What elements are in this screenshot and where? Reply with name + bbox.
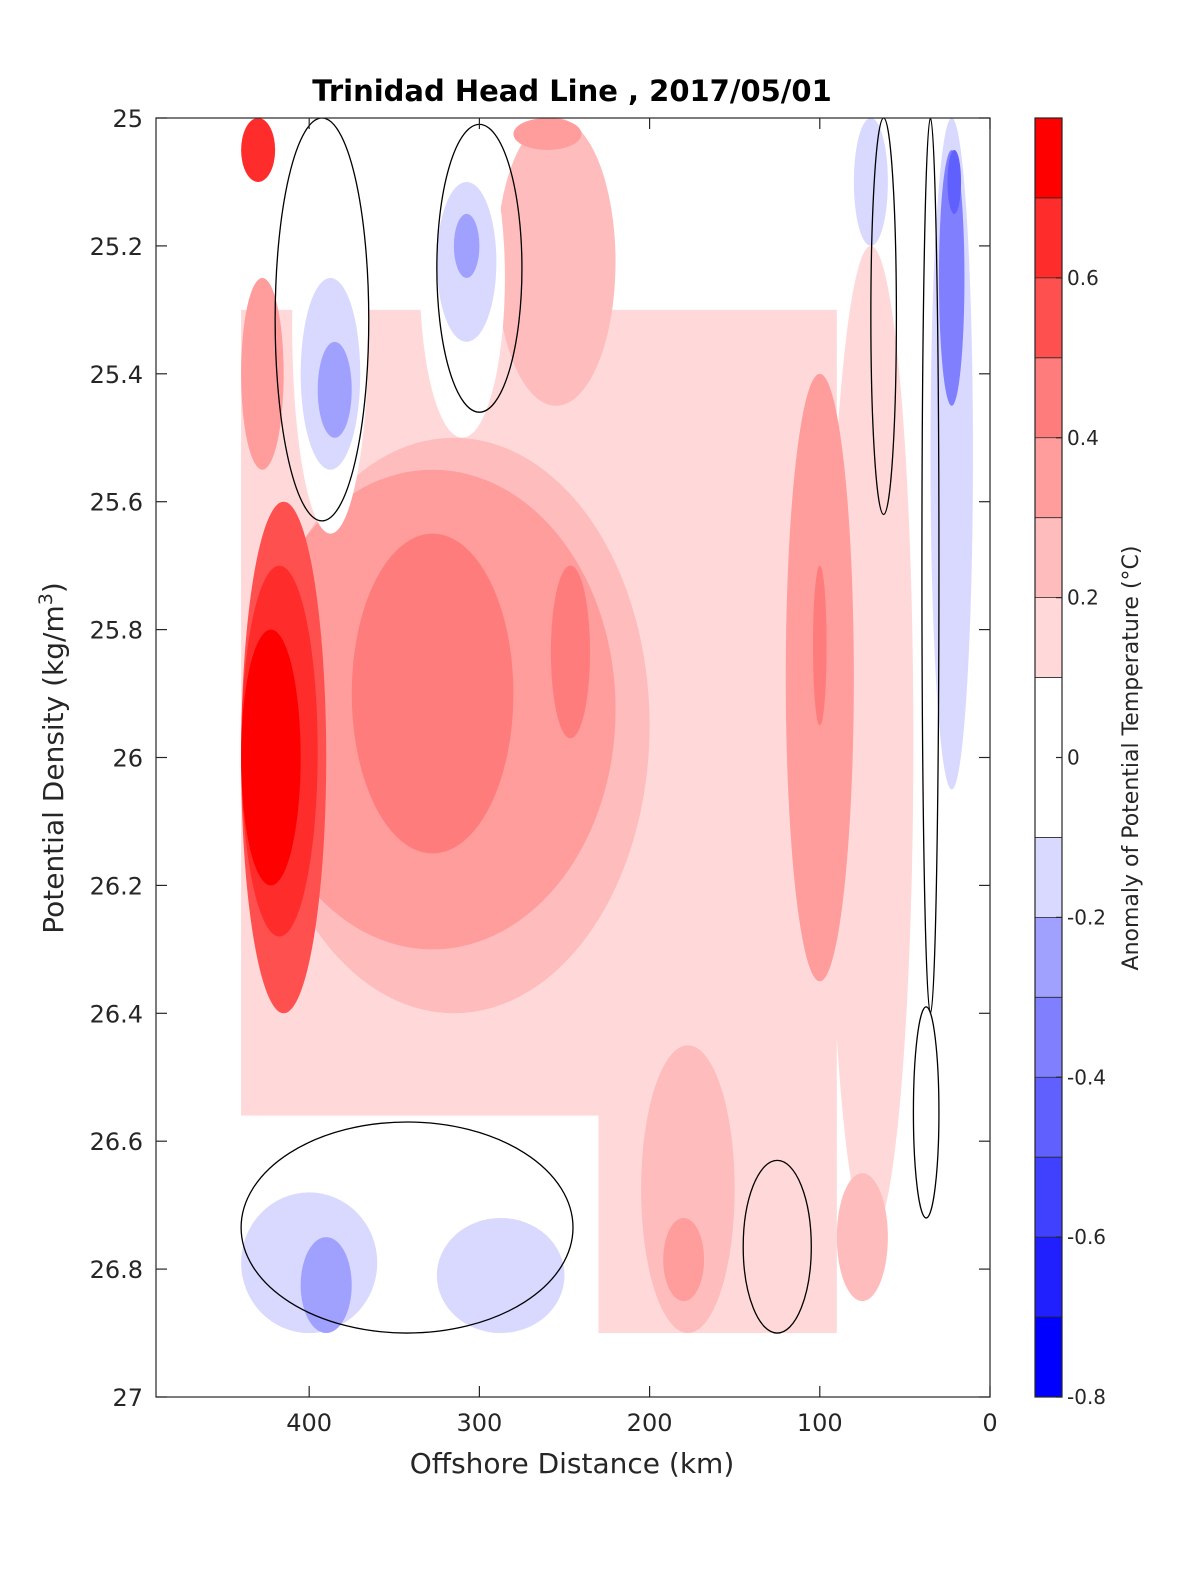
x-axis-label: Offshore Distance (km): [410, 1447, 735, 1480]
colorbar-label: Anomaly of Potential Temperature (°C): [1119, 546, 1144, 971]
colorbar-tick-label: -0.4: [1067, 1065, 1106, 1089]
colorbar-band: [1035, 357, 1062, 438]
x-tick-label: 400: [286, 1409, 332, 1437]
contour-region-cold-top-70-km: [853, 118, 888, 246]
y-tick-label: 25.4: [90, 361, 143, 389]
chart-title: Trinidad Head Line , 2017/05/01: [312, 74, 832, 108]
colorbar-tick-label: 0.4: [1067, 426, 1099, 450]
y-tick-label: 26.6: [90, 1128, 143, 1156]
x-tick-label: 200: [627, 1409, 673, 1437]
colorbar-band: [1035, 997, 1062, 1078]
y-tick-label: 25.6: [90, 489, 143, 517]
contour-region-cold-eddy-390-km-max: [317, 341, 352, 438]
contour-fill-layer: [241, 118, 973, 1334]
y-axis-label-main: Potential Density (kg/m: [37, 605, 70, 934]
x-tick-label: 0: [982, 1409, 997, 1437]
contour-region-column-45-95-km: [828, 245, 914, 1238]
contour-region-deep-cold-400-km-core: [300, 1237, 352, 1334]
y-tick-label: 26.2: [90, 872, 143, 900]
contour-region-top-430-km: [241, 118, 276, 182]
contour-region-cold-eddy-320-km-max: [453, 213, 480, 278]
y-tick-label: 25: [112, 105, 143, 133]
colorbar-band: [1035, 917, 1062, 998]
y-tick-label: 25.8: [90, 617, 143, 645]
contour-region-core-100-km-max: [812, 565, 827, 726]
colorbar-band: [1035, 1157, 1062, 1238]
contour-region-deep-patch-75-km: [836, 1173, 888, 1302]
colorbar-ticks: -0.8 -0.6 -0.4 -0.2 0 0.2 0.4 0.6: [1056, 266, 1106, 1409]
colorbar-band: [1035, 277, 1062, 358]
colorbar-tick-label: 0.6: [1067, 266, 1099, 290]
colorbar-bands: [1035, 118, 1062, 1397]
contour-region-top-260-km: [513, 118, 582, 150]
zero-contour-contour-130-km-deep: [742, 1159, 812, 1334]
zero-contour-contour-60-km: [870, 118, 898, 516]
y-tick-label: 26.8: [90, 1256, 143, 1284]
colorbar-tick-label: 0: [1067, 746, 1080, 770]
contour-region-coastal-cold-core: [938, 149, 965, 406]
colorbar-band: [1035, 1317, 1062, 1397]
zero-contour-deep-boundary-245-440-km: [240, 1121, 574, 1334]
contour-region-upper-420-km: [241, 277, 284, 470]
zero-contour-contour-40-km-deep: [912, 1006, 940, 1219]
colorbar-tick-label: -0.2: [1067, 905, 1106, 929]
contour-region-deep-cold-300-km: [436, 1217, 565, 1334]
plot-area: 400 300 200 100 0 25 25.2 25.4 25.6 25.8 26 26.2 26…: [90, 105, 998, 1437]
y-tick-label: 27: [112, 1384, 143, 1412]
colorbar: -0.8 -0.6 -0.4 -0.2 0 0.2 0.4 0.6 Anomaly of Po…: [1034, 117, 1144, 1409]
colorbar-band: [1035, 837, 1062, 918]
colorbar-band: [1035, 517, 1062, 598]
y-tick-label: 26.4: [90, 1000, 143, 1028]
colorbar-band: [1035, 437, 1062, 518]
colorbar-band: [1035, 1237, 1062, 1318]
colorbar-tick-label: -0.6: [1067, 1225, 1106, 1249]
y-axis-label: Potential Density (kg/m3): [35, 582, 70, 934]
y-axis-label-superscript: 3: [35, 593, 57, 605]
zero-contour-eddy-contour-390-km: [274, 118, 370, 522]
y-tick-label: 25.2: [90, 233, 143, 261]
contour-region-core-330-km: [351, 533, 514, 854]
contour-region-core-420-km-max: [241, 629, 301, 886]
colorbar-band: [1035, 197, 1062, 278]
x-tick-label: 100: [797, 1409, 843, 1437]
contour-region-deep-core-180-km: [663, 1217, 705, 1302]
y-axis: 25 25.2 25.4 25.6 25.8 26 26.2 26.4 26.6 26.8 27: [90, 105, 990, 1412]
contour-region-core-245-km: [550, 565, 591, 739]
y-tick-label: 26: [112, 745, 143, 773]
contour-region-coastal-cold-max: [947, 149, 962, 214]
colorbar-tick-label: 0.2: [1067, 586, 1099, 610]
x-axis: 400 300 200 100 0: [286, 118, 998, 1437]
colorbar-tick-label: -0.8: [1067, 1385, 1106, 1409]
colorbar-band: [1035, 118, 1062, 198]
colorbar-band: [1035, 597, 1062, 678]
contour-region-top-band-240-km: [496, 118, 616, 406]
x-tick-label: 300: [456, 1409, 502, 1437]
colorbar-band: [1035, 1077, 1062, 1158]
y-axis-label-close: ): [37, 582, 70, 593]
